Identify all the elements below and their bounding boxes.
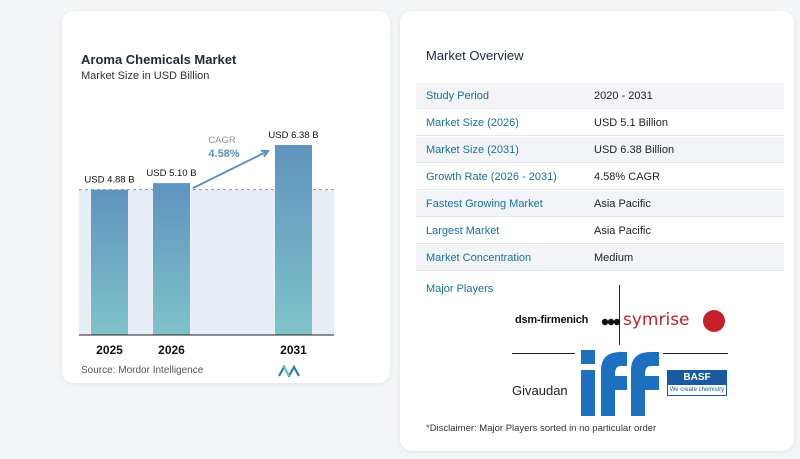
overview-row: Growth Rate (2026 - 2031) 4.58% CAGR: [416, 164, 784, 190]
data-label: USD 4.88 B: [84, 175, 134, 186]
market-overview-card: Market Overview Study Period 2020 - 2031…: [400, 11, 794, 451]
market-size-card: Aroma Chemicals Market Market Size in US…: [62, 11, 390, 383]
basf-tagline: We create chemistry: [669, 387, 725, 393]
x-tick-label: 2026: [158, 343, 185, 357]
overview-row: Market Size (2026) USD 5.1 Billion: [416, 110, 784, 136]
givaudan-logo: Givaudan: [512, 383, 568, 398]
overview-key: Market Size (2031): [426, 143, 519, 156]
overview-value: Medium: [594, 251, 634, 264]
x-tick-label: 2031: [280, 343, 307, 357]
overview-key: Growth Rate (2026 - 2031): [426, 170, 557, 183]
major-players-label: Major Players: [426, 283, 494, 295]
cagr-label: CAGR: [208, 135, 236, 146]
dsm-dots-icon: [601, 318, 621, 326]
bar-chart: USD 4.88 B 2025 USD 5.10 B 2026 USD 6.38 B 20…: [79, 130, 334, 357]
cagr-arrow: [192, 150, 269, 190]
overview-key: Fastest Growing Market: [426, 197, 543, 210]
basf-logo: BASF We create chemistry: [667, 370, 727, 396]
overview-row: Market Size (2031) USD 6.38 Billion: [416, 137, 784, 163]
source-text: Source: Mordor Intelligence: [81, 365, 204, 376]
cagr-arrowhead: [260, 149, 270, 158]
chart-title: Aroma Chemicals Market: [81, 52, 237, 67]
overview-row: Study Period 2020 - 2031: [416, 83, 784, 109]
mordor-logo-icon: [278, 365, 300, 377]
overview-value: Asia Pacific: [594, 224, 651, 237]
data-label: USD 6.38 B: [268, 130, 318, 141]
overview-value: USD 5.1 Billion: [594, 116, 668, 129]
bar: [275, 145, 312, 335]
data-label: USD 5.10 B: [146, 168, 196, 179]
bar: [91, 189, 128, 335]
basf-name: BASF: [668, 371, 726, 385]
overview-title: Market Overview: [426, 48, 524, 63]
cagr-value: 4.58%: [208, 148, 239, 160]
overview-key: Study Period: [426, 89, 489, 102]
overview-row: Market Concentration Medium: [416, 245, 784, 271]
chart-subtitle: Market Size in USD Billion: [81, 70, 210, 82]
overview-row: Largest Market Asia Pacific: [416, 218, 784, 244]
overview-key: Market Size (2026): [426, 116, 519, 129]
overview-key: Market Concentration: [426, 251, 532, 264]
bar: [153, 183, 190, 335]
symrise-logo: symrise: [623, 310, 690, 330]
divider: [619, 285, 620, 345]
x-tick-label: 2025: [96, 343, 123, 357]
iff-logo-icon: [575, 346, 663, 420]
overview-value: USD 6.38 Billion: [594, 143, 675, 156]
symrise-mark-icon: [703, 310, 725, 332]
overview-value: Asia Pacific: [594, 197, 651, 210]
dsm-firmenich-logo: dsm-firmenich: [515, 314, 589, 326]
overview-value: 2020 - 2031: [594, 89, 653, 102]
overview-key: Largest Market: [426, 224, 500, 237]
disclaimer: *Disclaimer: Major Players sorted in no …: [426, 423, 657, 434]
overview-row: Fastest Growing Market Asia Pacific: [416, 191, 784, 217]
overview-value: 4.58% CAGR: [594, 170, 661, 183]
